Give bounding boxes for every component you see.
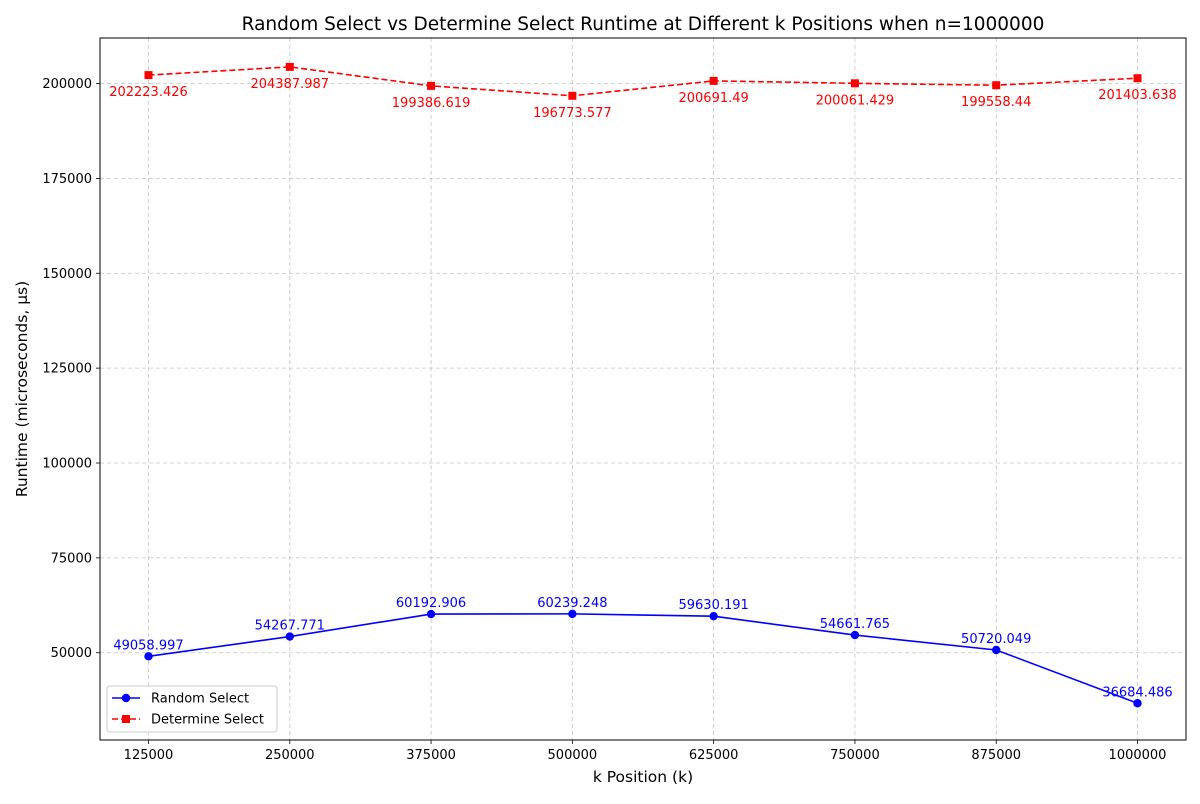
x-tick-label: 500000	[548, 748, 598, 763]
y-tick-label: 125000	[42, 362, 92, 377]
x-tick-label: 1000000	[1109, 748, 1167, 763]
x-tick-label: 125000	[124, 748, 174, 763]
y-tick-label: 75000	[51, 551, 92, 566]
axis-ticks: 125000 250000 375000 500000 625000 750000 8750…	[42, 77, 1166, 763]
random-select-line	[148, 613, 1138, 704]
chart-title: Random Select vs Determine Select Runtim…	[242, 14, 1045, 35]
legend-determine-select-label: Determine Select	[151, 713, 264, 728]
grid-lines	[100, 38, 1186, 740]
legend-box	[106, 685, 278, 733]
random-select-value-label: 60239.248	[537, 596, 607, 611]
determine-select-point	[850, 79, 859, 88]
series-layer	[144, 62, 1142, 708]
data-labels: 49058.997 54267.771 60192.906 60239.248 5963…	[109, 77, 1177, 700]
random-select-value-label: 54661.765	[820, 617, 890, 632]
legend-random-select-marker	[121, 693, 131, 703]
random-select-point	[144, 652, 153, 661]
legend-random-select-label: Random Select	[151, 692, 249, 707]
random-select-value-label: 59630.191	[678, 598, 748, 613]
determine-select-value-label: 199558.44	[961, 95, 1031, 110]
determine-select-point	[709, 76, 718, 85]
random-select-point	[850, 630, 860, 640]
determine-select-line	[148, 66, 1138, 97]
random-select-point	[992, 645, 1001, 655]
y-tick-label: 150000	[42, 267, 92, 282]
determine-select-value-label: 200691.49	[678, 91, 748, 106]
determine-select-value-label: 204387.987	[250, 77, 329, 92]
x-tick-label: 625000	[689, 748, 739, 763]
determine-select-value-label: 202223.426	[109, 85, 188, 100]
determine-select-point	[285, 62, 294, 71]
y-tick-label: 175000	[42, 172, 92, 187]
y-axis-label: Runtime (microseconds, μs)	[13, 281, 31, 497]
legend: Random Select Determine Select	[106, 685, 278, 733]
random-select-value-label: 60192.906	[396, 596, 466, 611]
y-tick-label: 100000	[42, 456, 92, 471]
x-tick-label: 250000	[265, 748, 315, 763]
determine-select-value-label: 201403.638	[1098, 88, 1177, 103]
random-select-value-label: 50720.049	[961, 632, 1031, 647]
determine-select-point	[1133, 74, 1142, 83]
determine-select-value-label: 199386.619	[392, 96, 471, 111]
y-tick-label: 50000	[51, 646, 92, 661]
determine-select-point	[992, 81, 1001, 90]
random-select-point	[1133, 699, 1142, 708]
determine-select-value-label: 200061.429	[816, 93, 895, 108]
x-axis-label: k Position (k)	[593, 768, 693, 786]
random-select-point	[426, 609, 436, 619]
x-tick-label: 750000	[830, 748, 880, 763]
random-select-point	[568, 609, 577, 619]
random-select-point	[285, 632, 294, 641]
determine-select-value-label: 196773.577	[533, 106, 612, 121]
determine-select-point	[568, 91, 577, 100]
determine-select-point	[144, 71, 153, 80]
random-select-value-label: 54267.771	[255, 619, 325, 634]
plot-area-frame	[99, 37, 1187, 741]
x-tick-label: 375000	[406, 748, 456, 763]
random-select-value-label: 36684.486	[1102, 685, 1172, 700]
random-select-point	[709, 611, 718, 621]
legend-determine-select-marker	[122, 715, 130, 723]
determine-select-point	[427, 81, 436, 90]
x-tick-label: 875000	[971, 748, 1021, 763]
random-select-value-label: 49058.997	[113, 638, 183, 653]
y-tick-label: 200000	[42, 77, 92, 92]
